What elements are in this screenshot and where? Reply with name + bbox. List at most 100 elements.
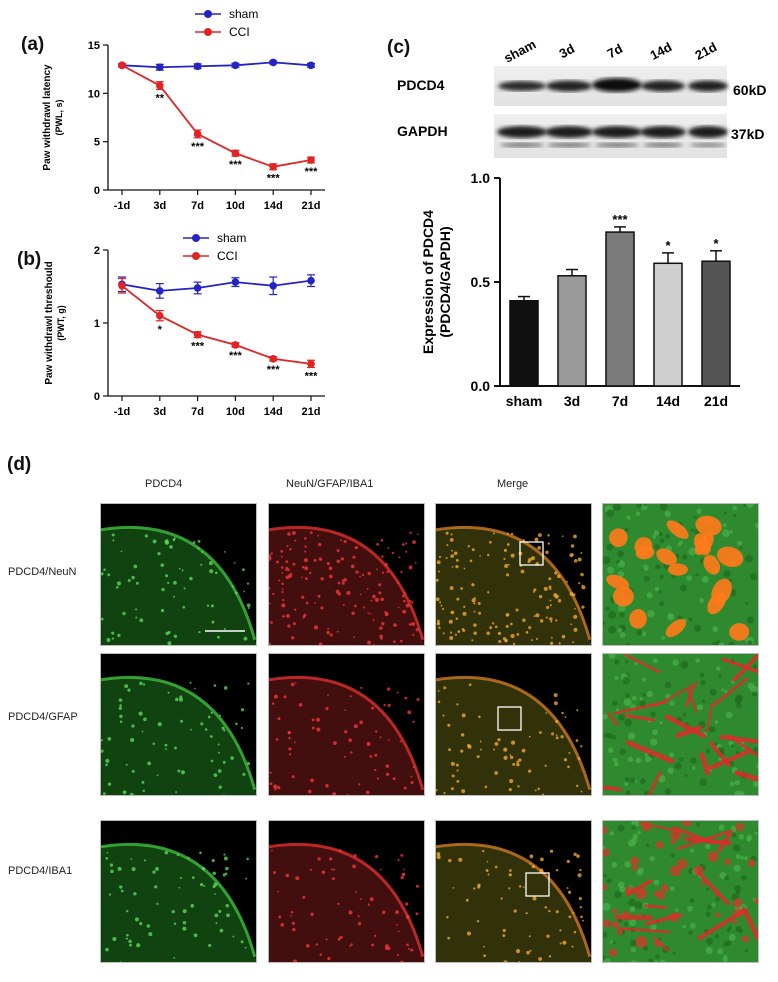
cell-dot bbox=[165, 748, 167, 750]
cell-dot bbox=[338, 849, 342, 853]
tissue bbox=[269, 844, 424, 962]
texture-dot bbox=[702, 699, 706, 703]
cell-dot bbox=[193, 933, 196, 936]
blot-lane-label: 3d bbox=[557, 41, 577, 61]
cell-dot bbox=[437, 700, 441, 704]
cell-dot bbox=[510, 553, 515, 558]
cell-dot bbox=[349, 944, 352, 947]
y-tick-label: 0 bbox=[94, 391, 100, 403]
cell-dot bbox=[273, 694, 278, 699]
blot-band bbox=[641, 80, 685, 92]
microglia-spot bbox=[655, 841, 664, 849]
texture-dot bbox=[722, 523, 727, 528]
cell-dot bbox=[125, 763, 128, 766]
y-tick-label: 1 bbox=[94, 318, 100, 330]
microglia-spot bbox=[707, 851, 719, 862]
western-blot: sham 3d 7d 14d 21d PDCD4 GAPDH 60kD 37kD bbox=[395, 18, 775, 170]
cell-dot bbox=[269, 642, 272, 645]
cell-dot bbox=[292, 531, 296, 535]
cell-dot bbox=[154, 885, 158, 889]
cell-dot bbox=[455, 558, 459, 562]
cell-dot bbox=[375, 730, 378, 733]
zoom-region-box bbox=[525, 872, 550, 897]
cell-dot bbox=[451, 566, 454, 568]
cell-dot bbox=[533, 615, 536, 618]
cell-dot bbox=[329, 633, 333, 637]
cell-dot bbox=[582, 919, 584, 922]
texture-dot bbox=[714, 720, 719, 725]
texture-dot bbox=[721, 529, 730, 538]
cell-dot bbox=[310, 778, 314, 783]
cell-dot bbox=[387, 687, 391, 691]
cell-dot bbox=[359, 575, 361, 578]
microglia-spot bbox=[670, 838, 676, 845]
cell-dot bbox=[352, 864, 356, 869]
texture-dot bbox=[635, 511, 641, 516]
cell-dot bbox=[401, 543, 405, 546]
microglia-spot bbox=[654, 939, 662, 948]
texture-dot bbox=[659, 504, 668, 511]
texture-dot bbox=[631, 824, 637, 830]
cell-dot bbox=[410, 780, 414, 785]
cell-dot bbox=[436, 578, 439, 582]
cell-dot bbox=[109, 863, 114, 867]
cell-dot bbox=[210, 759, 214, 763]
cell-dot bbox=[133, 892, 137, 896]
significance-label: * bbox=[665, 238, 671, 253]
data-point bbox=[269, 354, 278, 363]
cell-dot bbox=[221, 726, 225, 730]
cell-dot bbox=[445, 531, 449, 535]
cell-dot bbox=[319, 953, 323, 956]
texture-dot bbox=[624, 718, 633, 727]
x-tick-label: 21d bbox=[704, 393, 728, 409]
cell-dot bbox=[447, 723, 451, 727]
cell-dot bbox=[455, 617, 459, 620]
cell-dot bbox=[141, 730, 144, 733]
cell-dot bbox=[223, 729, 226, 732]
cell-dot bbox=[337, 581, 341, 585]
cell-dot bbox=[317, 534, 320, 537]
cell-dot bbox=[283, 695, 287, 699]
cell-dot bbox=[498, 639, 502, 644]
cell-dot bbox=[290, 910, 294, 914]
texture-dot bbox=[619, 885, 626, 893]
cell-dot bbox=[442, 714, 445, 717]
texture-dot bbox=[624, 782, 629, 787]
texture-dot bbox=[674, 762, 682, 770]
texture-dot bbox=[743, 856, 749, 861]
glial-process bbox=[712, 677, 749, 706]
cell-dot bbox=[136, 943, 141, 948]
cell-dot bbox=[293, 741, 296, 744]
cell-dot bbox=[327, 627, 330, 630]
cell-dot bbox=[539, 619, 544, 623]
texture-dot bbox=[705, 911, 711, 917]
texture-dot bbox=[659, 574, 664, 580]
significance-label: *** bbox=[267, 364, 281, 376]
cell-dot bbox=[414, 562, 417, 564]
cell-dot bbox=[535, 613, 540, 618]
cell-dot bbox=[560, 735, 564, 739]
cell-dot bbox=[131, 867, 136, 872]
cell-dot bbox=[555, 619, 558, 622]
texture-dot bbox=[732, 505, 738, 511]
cell-dot bbox=[455, 763, 459, 767]
cell-dot bbox=[349, 695, 352, 698]
cell-dot bbox=[165, 631, 169, 636]
cell-dot bbox=[287, 730, 292, 735]
texture-dot bbox=[712, 626, 719, 632]
texture-dot bbox=[650, 738, 658, 746]
cell-dot bbox=[246, 761, 251, 766]
cell-dot bbox=[374, 769, 377, 772]
cell-dot bbox=[148, 932, 153, 937]
cell-dot bbox=[281, 603, 286, 608]
texture-dot bbox=[739, 546, 743, 550]
cell-dot bbox=[384, 612, 389, 617]
cell-dot bbox=[376, 568, 378, 571]
cell-dot bbox=[161, 587, 165, 592]
cell-dot bbox=[224, 551, 226, 553]
texture-dot bbox=[634, 901, 643, 910]
series-line-sham bbox=[121, 61, 312, 69]
texture-dot bbox=[649, 855, 655, 862]
cell-dot bbox=[500, 897, 503, 900]
x-tick-label: 14d bbox=[656, 393, 680, 409]
